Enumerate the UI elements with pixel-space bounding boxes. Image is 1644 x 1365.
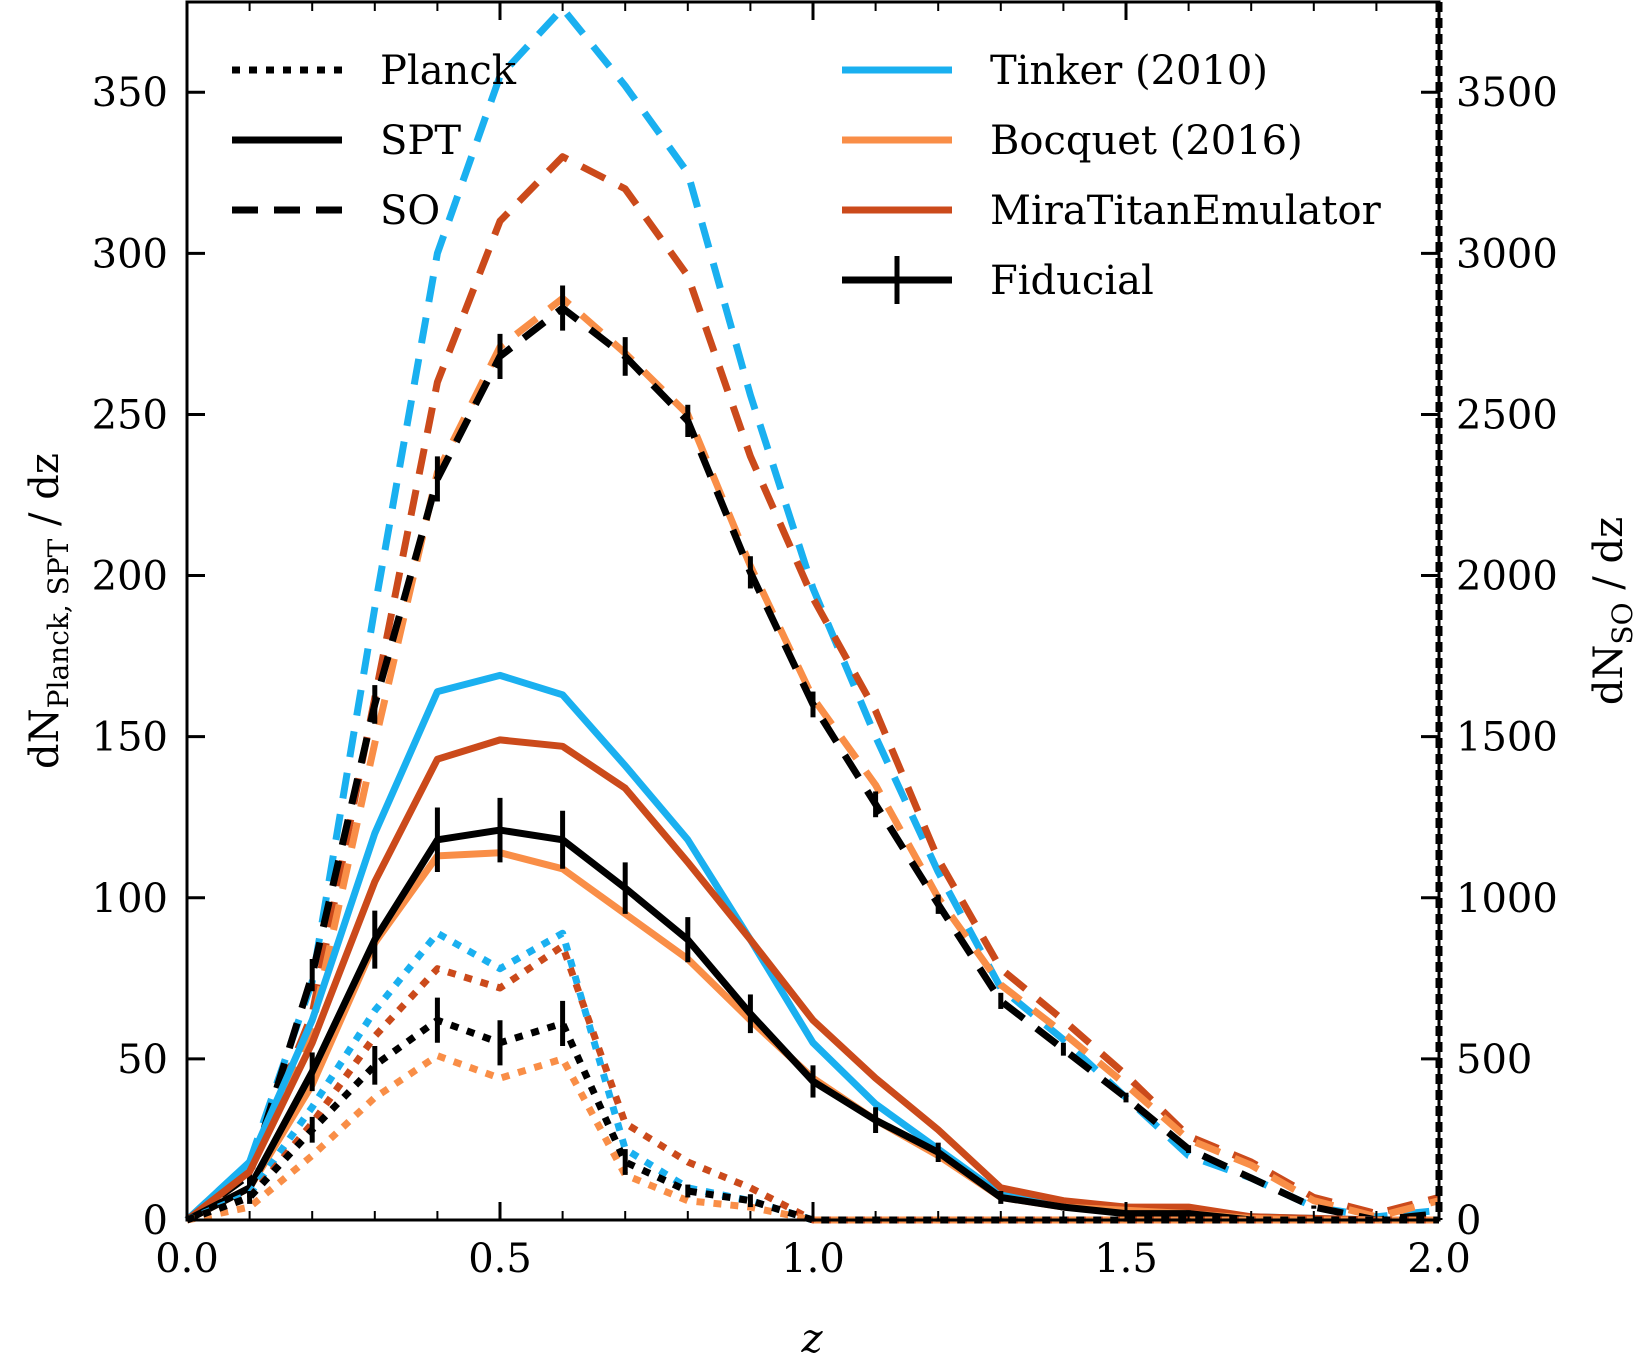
y-right-tick-label: 3000 — [1456, 231, 1558, 277]
legend-label-planck: Planck — [380, 48, 517, 94]
x-tick-label: 0.0 — [155, 1236, 219, 1282]
legend-label-fiducial: Fiducial — [990, 258, 1154, 304]
ticks-layer: 0.0 0.5 1.0 1.5 2.00501001502002503003500500… — [92, 2, 1558, 1282]
y-axis-label-right-sub: SO — [1606, 602, 1639, 644]
y-left-tick-label: 100 — [92, 876, 168, 922]
y-left-tick-label: 300 — [92, 231, 168, 277]
x-axis-label: z — [800, 1316, 823, 1362]
x-tick-label: 0.5 — [468, 1236, 532, 1282]
y-left-tick-label: 200 — [92, 554, 168, 600]
x-tick-label: 2.0 — [1407, 1236, 1471, 1282]
series-tinker-2010-so — [184, 4, 1440, 1223]
y-axis-label-right-prefix: dN — [1586, 645, 1632, 706]
legend-label-so: SO — [380, 188, 440, 234]
y-axis-label-right-suffix: / dz — [1586, 517, 1632, 603]
legend-label-tinker-2010: Tinker (2010) — [990, 48, 1268, 94]
y-right-tick-label: 2500 — [1456, 392, 1558, 438]
y-right-tick-label: 2000 — [1456, 554, 1558, 600]
legend-label-bocquet-2016: Bocquet (2016) — [990, 118, 1303, 164]
y-right-tick-label: 0 — [1456, 1198, 1481, 1244]
legend-label-miratitanemulator: MiraTitanEmulator — [990, 188, 1382, 234]
y-axis-label-left: dNPlanck, SPT / dz — [22, 453, 75, 769]
y-left-tick-label: 350 — [92, 70, 168, 116]
y-axis-label-left-sub: Planck, SPT — [42, 538, 75, 708]
y-right-tick-label: 1000 — [1456, 876, 1558, 922]
y-axis-label-right: dNSO / dz — [1586, 517, 1639, 705]
series-miratitanemulator-so — [184, 153, 1440, 1223]
y-left-tick-label: 150 — [92, 715, 168, 761]
legend-label-spt: SPT — [380, 118, 461, 164]
series-miratitanemulator-spt — [184, 736, 1439, 1224]
legend: Planck SPT SO Tinker (2010) Bocquet (2016) Mi… — [232, 48, 1382, 304]
y-right-tick-label: 1500 — [1456, 715, 1558, 761]
y-left-tick-label: 250 — [92, 392, 168, 438]
x-tick-label: 1.0 — [781, 1236, 845, 1282]
y-right-tick-label: 3500 — [1456, 70, 1558, 116]
y-axis-label-left-suffix: / dz — [22, 453, 68, 539]
y-left-tick-label: 50 — [117, 1037, 168, 1083]
y-left-tick-label: 0 — [143, 1198, 168, 1244]
y-axis-label-left-prefix: dN — [22, 708, 68, 769]
y-right-tick-label: 500 — [1456, 1037, 1532, 1083]
x-tick-label: 1.5 — [1094, 1236, 1158, 1282]
series-bocquet-2016-planck — [186, 1052, 1439, 1224]
